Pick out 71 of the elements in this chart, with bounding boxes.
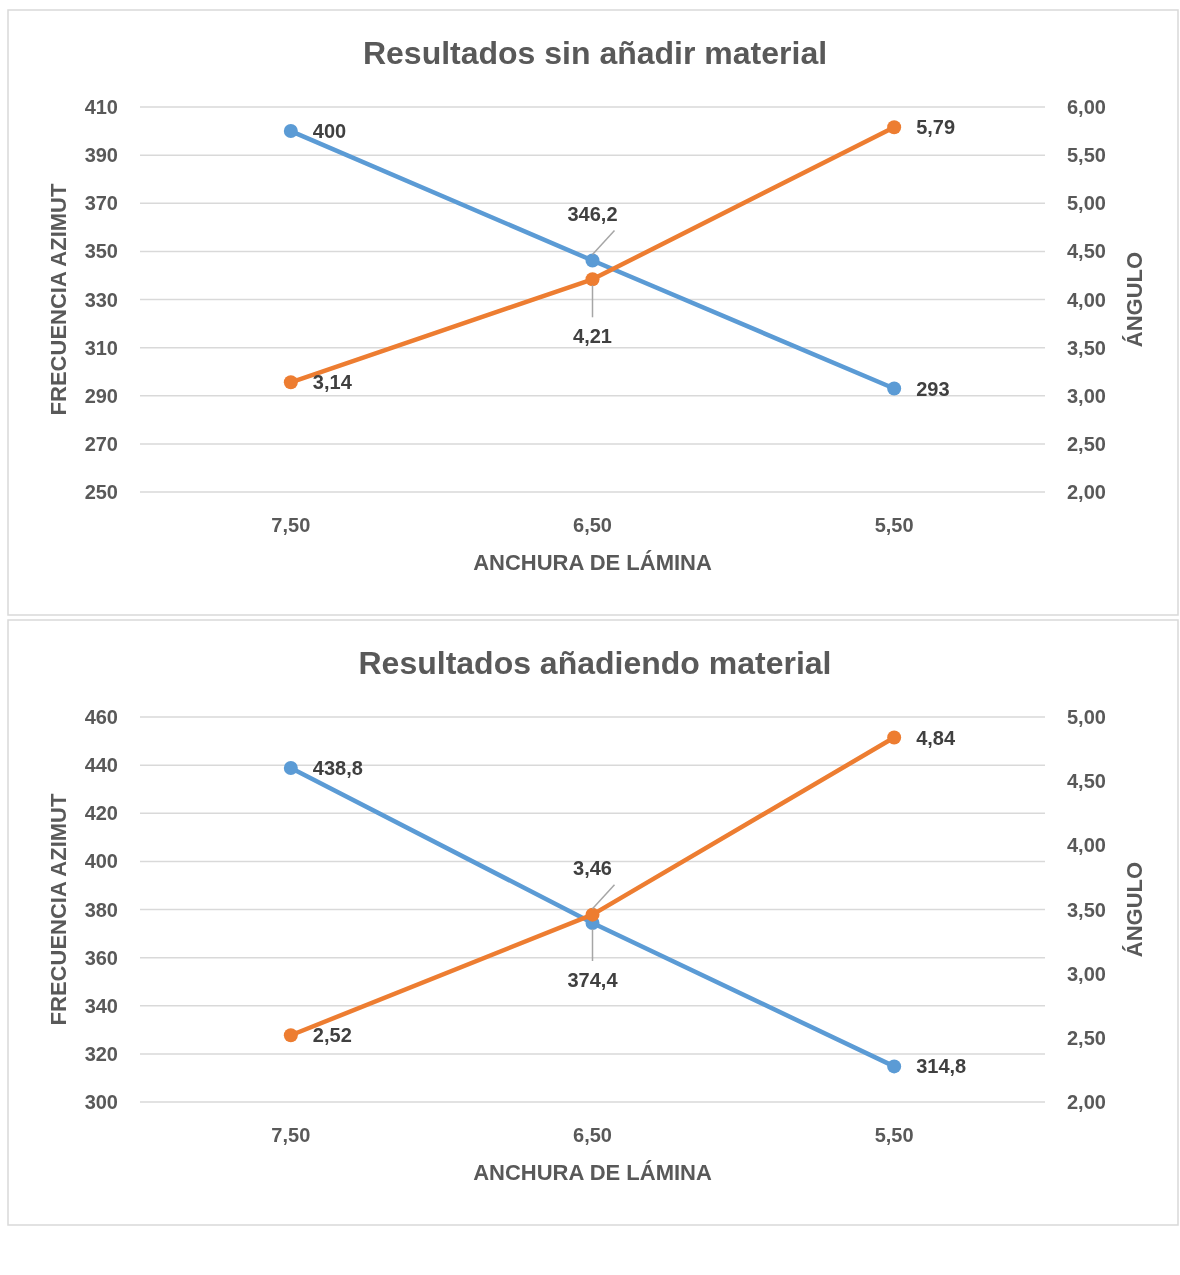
y2-tick-label: 2,50 [1067,1026,1106,1049]
y2-tick-label: 2,00 [1067,481,1106,503]
data-label: 293 [916,377,950,400]
x-tick-label: 6,50 [573,1124,612,1146]
y2-tick-label: 5,50 [1067,144,1106,167]
data-label: 438,8 [312,757,363,780]
y-tick-label: 380 [84,898,118,921]
point [283,375,298,390]
y2-tick-label: 2,50 [1067,432,1106,455]
y-tick-label: 270 [84,432,118,455]
y-tick-label: 330 [84,288,118,311]
data-label: 4,21 [573,325,612,348]
y-tick-label: 350 [84,240,118,263]
data-label: 314,8 [916,1055,967,1078]
y-axis-title: FRECUENCIA AZIMUT [46,183,71,416]
data-label: 2,52 [312,1024,352,1047]
y2-tick-label: 5,00 [1067,192,1106,215]
y2-tick-label: 4,00 [1067,834,1106,857]
y2-tick-label: 3,00 [1067,962,1106,985]
point [283,761,298,776]
x-axis-title: ANCHURA DE LÁMINA [473,550,712,575]
x-tick-label: 5,50 [874,1124,914,1146]
y-tick-label: 290 [84,384,118,407]
data-label: 374,4 [567,968,619,991]
x-tick-label: 5,50 [874,514,914,536]
y2-tick-label: 4,50 [1067,770,1106,793]
y-tick-label: 410 [84,96,118,118]
point [585,272,600,287]
y-tick-label: 340 [84,994,118,1017]
x-axis-title: ANCHURA DE LÁMINA [473,1160,712,1185]
y2-tick-label: 4,50 [1067,240,1106,263]
chart-title: Resultados sin añadir material [362,35,828,71]
point [283,1028,298,1043]
y2-tick-label: 3,50 [1067,336,1106,359]
point [887,120,902,135]
data-label: 3,46 [573,856,612,879]
data-label: 400 [312,120,347,143]
x-tick-label: 7,50 [271,514,311,536]
y2-tick-label: 3,00 [1067,384,1106,407]
y2-tick-label: 2,00 [1067,1091,1106,1113]
chart-title: Resultados añadiendo material [358,645,832,681]
y-tick-label: 420 [84,802,118,825]
point [585,253,600,268]
point [887,730,902,745]
x-tick-label: 7,50 [271,1124,311,1146]
y2-axis-title: ÁNGULO [1122,251,1147,348]
data-label: 5,79 [916,116,956,139]
y-axis-title: FRECUENCIA AZIMUT [46,793,71,1026]
data-label: 4,84 [916,726,956,749]
point [887,1059,902,1074]
x-tick-label: 6,50 [573,514,612,536]
y-tick-label: 400 [84,850,118,873]
y2-tick-label: 3,50 [1067,898,1106,921]
y-tick-label: 310 [84,336,118,359]
y-tick-label: 360 [84,946,118,969]
point [283,124,298,139]
point [585,907,600,922]
y2-tick-label: 6,00 [1067,96,1106,118]
data-label: 346,2 [567,202,618,225]
y-tick-label: 390 [84,144,118,167]
y-tick-label: 300 [84,1091,118,1113]
y-tick-label: 320 [84,1042,118,1065]
y2-tick-label: 5,00 [1067,706,1106,728]
y-tick-label: 440 [84,754,118,777]
data-label: 3,14 [312,371,353,394]
point [887,381,902,396]
y2-axis-title: ÁNGULO [1122,861,1147,958]
y-tick-label: 250 [84,481,118,503]
y-tick-label: 460 [84,706,118,728]
y-tick-label: 370 [84,192,118,215]
y2-tick-label: 4,00 [1067,288,1106,311]
